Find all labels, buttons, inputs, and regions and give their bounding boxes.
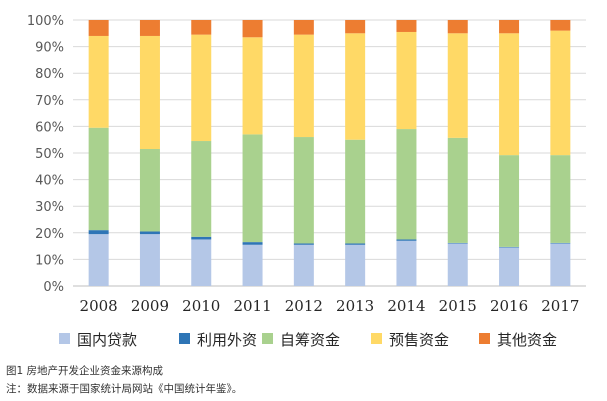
legend-label-4: 预售资金 (389, 331, 449, 349)
bar-segment-2014-2 (396, 239, 417, 241)
bar-segment-2015-5 (447, 20, 468, 34)
x-tick-label: 2013 (336, 297, 374, 315)
figure-caption: 图1 房地产开发企业资金来源构成 (6, 365, 164, 377)
bar-segment-2011-1 (242, 244, 263, 286)
bars (88, 20, 571, 286)
bar-segment-2015-2 (447, 242, 468, 244)
bar-segment-2016-3 (499, 155, 520, 247)
bar-segment-2009-5 (139, 20, 160, 36)
bar-segment-2017-1 (550, 243, 571, 286)
bar-segment-2011-4 (242, 37, 263, 135)
legend-swatch-4 (371, 333, 382, 344)
bar-segment-2010-4 (191, 34, 212, 142)
bar-segment-2008-2 (88, 230, 109, 235)
bar-segment-2013-1 (345, 244, 366, 286)
bar-segment-2014-1 (396, 240, 417, 286)
y-axis-tick-labels: 0% 10% 20% 30% 40% 50% 60% 70% 80% 90% 100% (27, 14, 64, 295)
legend-swatch-3 (262, 333, 273, 344)
bar-segment-2011-2 (242, 242, 263, 245)
bar-segment-2013-2 (345, 243, 366, 245)
x-tick-label: 2008 (80, 297, 118, 315)
x-tick-label: 2010 (182, 297, 220, 315)
bar-segment-2011-5 (242, 20, 263, 38)
bar-segment-2013-3 (345, 139, 366, 244)
legend-swatch-1 (59, 333, 70, 344)
y-tick-label: 50% (35, 147, 64, 162)
bar-segment-2012-4 (293, 34, 314, 138)
bar-segment-2014-3 (396, 129, 417, 240)
legend-swatch-2 (179, 333, 190, 344)
bar-segment-2012-2 (293, 243, 314, 245)
bar-segment-2013-5 (345, 20, 366, 34)
y-tick-label: 60% (35, 120, 64, 135)
bar-segment-2016-2 (499, 246, 520, 248)
bar-segment-2008-4 (88, 35, 109, 128)
bar-segment-2017-3 (550, 155, 571, 243)
x-tick-label: 2011 (233, 297, 271, 315)
bar-segment-2017-4 (550, 30, 571, 156)
bar-segment-2014-4 (396, 31, 417, 130)
legend-swatch-5 (479, 333, 490, 344)
x-tick-label: 2017 (541, 297, 579, 315)
legend-label-5: 其他资金 (497, 331, 557, 349)
y-tick-label: 0% (43, 280, 64, 295)
x-tick-label: 2015 (439, 297, 477, 315)
y-tick-label: 100% (27, 14, 64, 29)
y-tick-label: 20% (35, 227, 64, 242)
x-tick-label: 2016 (490, 297, 528, 315)
bar-segment-2009-3 (139, 149, 160, 232)
legend-label-1: 国内贷款 (77, 331, 137, 349)
bar-segment-2017-2 (550, 242, 571, 244)
bar-segment-2008-5 (88, 20, 109, 36)
bar-segment-2015-3 (447, 137, 468, 243)
legend: 国内贷款 利用外资 自筹资金 预售资金 其他资金 (59, 331, 557, 349)
bar-segment-2009-1 (139, 234, 160, 286)
bar-segment-2012-5 (293, 20, 314, 35)
bar-segment-2010-5 (191, 20, 212, 35)
y-tick-label: 90% (35, 41, 64, 56)
bar-segment-2015-4 (447, 33, 468, 138)
x-tick-label: 2014 (387, 297, 425, 315)
bar-segment-2014-5 (396, 20, 417, 32)
bar-segment-2015-1 (447, 243, 468, 286)
stacked-bar-chart: 0%10%20%30%40%50%60%70%80%90%100% 2008 20… (27, 14, 586, 349)
bar-segment-2016-4 (499, 33, 520, 156)
x-tick-label: 2009 (131, 297, 169, 315)
bar-segment-2013-4 (345, 33, 366, 140)
y-tick-label: 10% (35, 253, 64, 268)
bar-segment-2009-2 (139, 231, 160, 235)
bar-segment-2012-3 (293, 137, 314, 244)
x-axis-tick-labels: 2008 2009 2010 2011 2012 2013 2014 2015 2016 2017 (80, 297, 580, 315)
bar-segment-2012-1 (293, 244, 314, 286)
y-tick-label: 30% (35, 200, 64, 215)
bar-segment-2016-1 (499, 247, 520, 286)
legend-label-2: 利用外资 (197, 331, 257, 349)
bar-segment-2011-3 (242, 134, 263, 243)
bar-segment-2008-1 (88, 234, 109, 286)
x-tick-label: 2012 (285, 297, 323, 315)
bar-segment-2010-2 (191, 236, 212, 240)
y-tick-label: 70% (35, 94, 64, 109)
bar-segment-2010-3 (191, 141, 212, 237)
source-note: 注：数据来源于国家统计局网站《中国统计年鉴》。 (6, 383, 243, 395)
legend-label-3: 自筹资金 (280, 331, 340, 349)
bar-segment-2009-4 (139, 35, 160, 150)
bar-segment-2008-3 (88, 127, 109, 231)
bar-segment-2010-1 (191, 239, 212, 286)
bar-segment-2017-5 (550, 20, 571, 31)
y-tick-label: 80% (35, 67, 64, 82)
bar-segment-2016-5 (499, 20, 520, 34)
y-tick-label: 40% (35, 174, 64, 189)
